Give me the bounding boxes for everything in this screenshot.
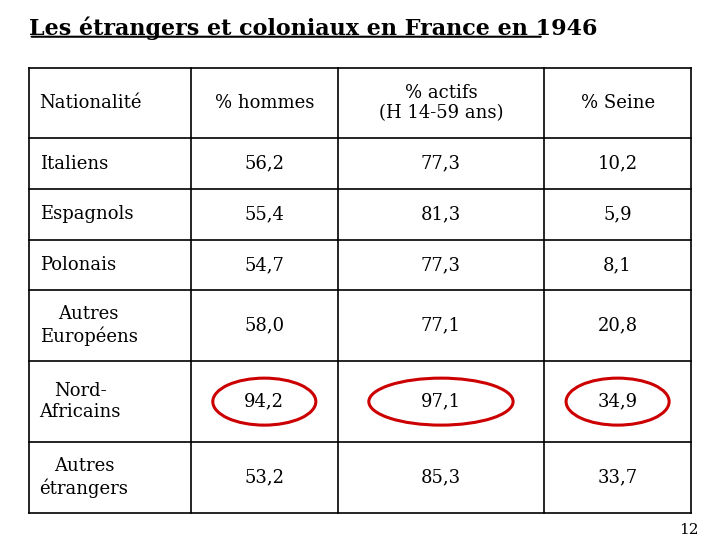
Text: Les étrangers et coloniaux en France en 1946: Les étrangers et coloniaux en France en …: [29, 16, 598, 40]
Text: % actifs
(H 14-59 ans): % actifs (H 14-59 ans): [379, 84, 503, 123]
Text: Espagnols: Espagnols: [40, 205, 133, 224]
Text: Autres
étrangers: Autres étrangers: [40, 457, 128, 498]
Text: 53,2: 53,2: [244, 469, 284, 487]
Text: 81,3: 81,3: [420, 205, 461, 224]
Text: 10,2: 10,2: [598, 154, 638, 173]
Text: Nord-
Africains: Nord- Africains: [40, 382, 121, 421]
Text: 33,7: 33,7: [598, 469, 638, 487]
Text: 12: 12: [679, 523, 698, 537]
Text: 55,4: 55,4: [244, 205, 284, 224]
Text: 56,2: 56,2: [244, 154, 284, 173]
Text: 8,1: 8,1: [603, 256, 632, 274]
Text: 34,9: 34,9: [598, 393, 638, 410]
Text: % hommes: % hommes: [215, 94, 314, 112]
Text: Polonais: Polonais: [40, 256, 116, 274]
Text: 85,3: 85,3: [421, 469, 461, 487]
Text: Italiens: Italiens: [40, 154, 108, 173]
Text: 77,1: 77,1: [421, 316, 461, 335]
Text: Nationalité: Nationalité: [40, 94, 142, 112]
Text: 5,9: 5,9: [603, 205, 632, 224]
Text: Autres
Européens: Autres Européens: [40, 306, 138, 346]
Text: 77,3: 77,3: [421, 256, 461, 274]
Text: 97,1: 97,1: [421, 393, 461, 410]
Text: 94,2: 94,2: [244, 393, 284, 410]
Text: 20,8: 20,8: [598, 316, 638, 335]
Text: 54,7: 54,7: [244, 256, 284, 274]
Text: 58,0: 58,0: [244, 316, 284, 335]
Text: 77,3: 77,3: [421, 154, 461, 173]
Text: % Seine: % Seine: [580, 94, 654, 112]
